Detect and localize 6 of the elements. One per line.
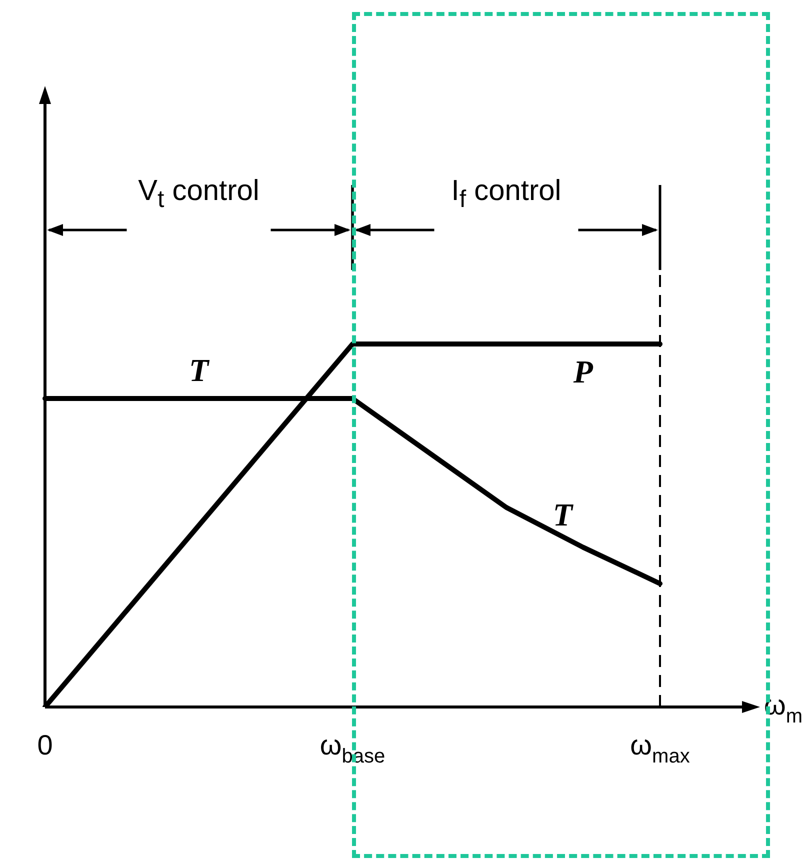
text: T (188, 352, 209, 388)
series-label: T (552, 496, 574, 533)
text: V$_{t}$ control (137, 174, 260, 215)
series-label: P (572, 353, 594, 390)
x-tick-label: 0 (37, 730, 53, 761)
text: I$_{f}$ control (450, 174, 562, 215)
